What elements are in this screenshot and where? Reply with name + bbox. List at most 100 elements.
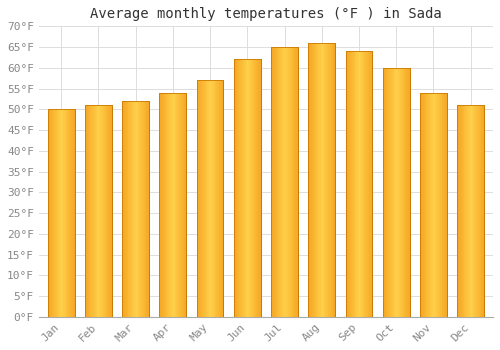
Bar bbox=[274, 47, 276, 317]
Bar bbox=[313, 43, 314, 317]
Bar bbox=[432, 93, 434, 317]
Bar bbox=[284, 47, 286, 317]
Bar bbox=[250, 60, 251, 317]
Bar bbox=[397, 68, 398, 317]
Bar bbox=[69, 109, 70, 317]
Bar bbox=[386, 68, 388, 317]
Bar bbox=[73, 109, 74, 317]
Bar bbox=[184, 93, 186, 317]
Bar bbox=[63, 109, 64, 317]
Bar bbox=[438, 93, 439, 317]
Bar bbox=[362, 51, 364, 317]
Bar bbox=[289, 47, 290, 317]
Bar bbox=[273, 47, 274, 317]
Bar bbox=[61, 109, 62, 317]
Bar bbox=[436, 93, 437, 317]
Bar bbox=[101, 105, 102, 317]
Bar bbox=[138, 101, 139, 317]
Bar bbox=[131, 101, 132, 317]
Bar bbox=[58, 109, 59, 317]
Bar bbox=[147, 101, 148, 317]
Bar bbox=[248, 60, 249, 317]
Bar bbox=[359, 51, 360, 317]
Bar bbox=[103, 105, 104, 317]
Bar bbox=[437, 93, 438, 317]
Bar bbox=[312, 43, 313, 317]
Bar bbox=[464, 105, 466, 317]
Bar bbox=[86, 105, 87, 317]
Bar bbox=[446, 93, 447, 317]
Bar bbox=[276, 47, 278, 317]
Bar bbox=[176, 93, 178, 317]
Bar bbox=[52, 109, 53, 317]
Bar bbox=[316, 43, 318, 317]
Bar bbox=[180, 93, 181, 317]
Bar bbox=[326, 43, 327, 317]
Bar bbox=[125, 101, 126, 317]
Bar bbox=[92, 105, 93, 317]
Bar bbox=[122, 101, 149, 317]
Bar bbox=[66, 109, 68, 317]
Bar bbox=[141, 101, 142, 317]
Bar bbox=[370, 51, 372, 317]
Bar bbox=[460, 105, 461, 317]
Bar bbox=[407, 68, 408, 317]
Bar bbox=[249, 60, 250, 317]
Bar bbox=[383, 68, 409, 317]
Bar bbox=[72, 109, 73, 317]
Bar bbox=[134, 101, 136, 317]
Bar bbox=[308, 43, 310, 317]
Bar bbox=[404, 68, 405, 317]
Bar bbox=[203, 80, 204, 317]
Bar bbox=[164, 93, 165, 317]
Bar bbox=[389, 68, 390, 317]
Bar bbox=[161, 93, 162, 317]
Bar bbox=[329, 43, 330, 317]
Bar bbox=[122, 101, 149, 317]
Bar bbox=[346, 51, 372, 317]
Bar bbox=[318, 43, 319, 317]
Bar bbox=[217, 80, 218, 317]
Bar bbox=[93, 105, 94, 317]
Bar bbox=[109, 105, 110, 317]
Bar bbox=[477, 105, 478, 317]
Bar bbox=[102, 105, 103, 317]
Bar bbox=[310, 43, 311, 317]
Bar bbox=[478, 105, 479, 317]
Bar bbox=[208, 80, 209, 317]
Bar bbox=[294, 47, 296, 317]
Bar bbox=[110, 105, 111, 317]
Bar bbox=[271, 47, 272, 317]
Bar bbox=[90, 105, 91, 317]
Bar bbox=[170, 93, 171, 317]
Bar bbox=[319, 43, 320, 317]
Bar bbox=[235, 60, 236, 317]
Bar bbox=[130, 101, 131, 317]
Bar bbox=[71, 109, 72, 317]
Bar bbox=[142, 101, 143, 317]
Bar bbox=[221, 80, 222, 317]
Bar bbox=[140, 101, 141, 317]
Bar bbox=[480, 105, 482, 317]
Bar bbox=[458, 105, 484, 317]
Bar bbox=[200, 80, 201, 317]
Bar bbox=[162, 93, 163, 317]
Bar bbox=[409, 68, 410, 317]
Bar bbox=[136, 101, 138, 317]
Bar bbox=[445, 93, 446, 317]
Bar bbox=[55, 109, 56, 317]
Bar bbox=[360, 51, 361, 317]
Bar bbox=[271, 47, 298, 317]
Bar bbox=[405, 68, 406, 317]
Bar bbox=[68, 109, 69, 317]
Bar bbox=[100, 105, 101, 317]
Bar bbox=[468, 105, 469, 317]
Bar bbox=[396, 68, 397, 317]
Bar bbox=[240, 60, 241, 317]
Bar bbox=[246, 60, 248, 317]
Bar bbox=[70, 109, 71, 317]
Bar bbox=[332, 43, 334, 317]
Bar bbox=[356, 51, 357, 317]
Bar bbox=[211, 80, 212, 317]
Bar bbox=[327, 43, 328, 317]
